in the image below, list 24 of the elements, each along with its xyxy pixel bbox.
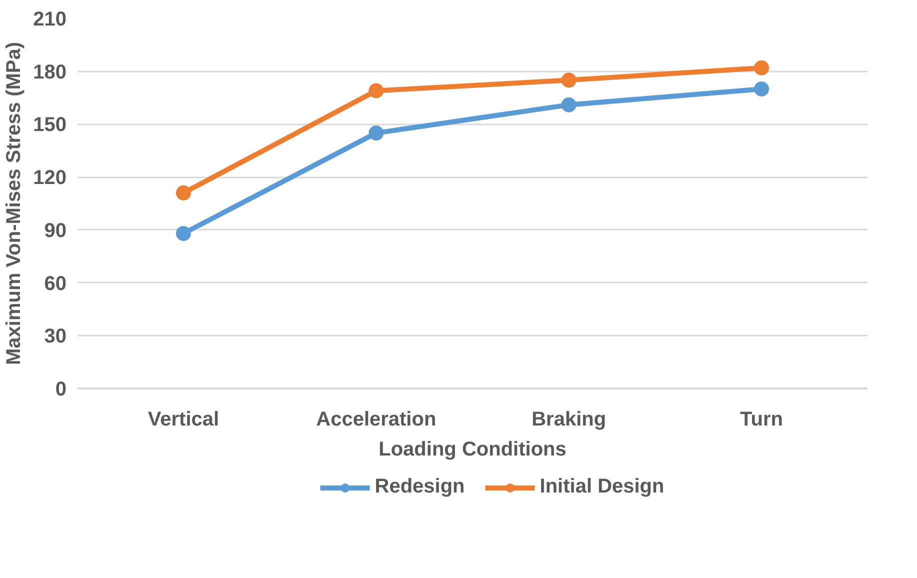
x-tick-label: Braking — [532, 408, 606, 430]
point — [754, 60, 770, 76]
legend-label: Initial Design — [540, 476, 664, 498]
y-tick-label: 120 — [33, 167, 67, 190]
point — [368, 83, 384, 98]
y-tick-label: 60 — [44, 272, 67, 295]
y-axis-title: Maximum Von-Mises Stress (MPa) — [3, 42, 26, 366]
x-tick-label: Acceleration — [316, 408, 436, 430]
x-axis-title: Loading Conditions — [378, 438, 566, 460]
point — [176, 185, 191, 200]
point — [368, 126, 384, 141]
y-tick-label: 180 — [33, 61, 67, 84]
point — [176, 226, 191, 241]
y-tick-label: 0 — [55, 378, 66, 400]
point — [561, 72, 576, 88]
x-tick-label: Turn — [740, 408, 784, 430]
point — [754, 81, 770, 96]
y-tick-label: 210 — [33, 8, 67, 30]
x-tick-label: Vertical — [148, 408, 220, 430]
point — [561, 97, 576, 112]
y-tick-label: 30 — [44, 326, 67, 348]
legend-label: Redesign — [374, 476, 465, 498]
y-tick-label: 90 — [44, 220, 67, 242]
y-tick-label: 150 — [33, 114, 67, 136]
